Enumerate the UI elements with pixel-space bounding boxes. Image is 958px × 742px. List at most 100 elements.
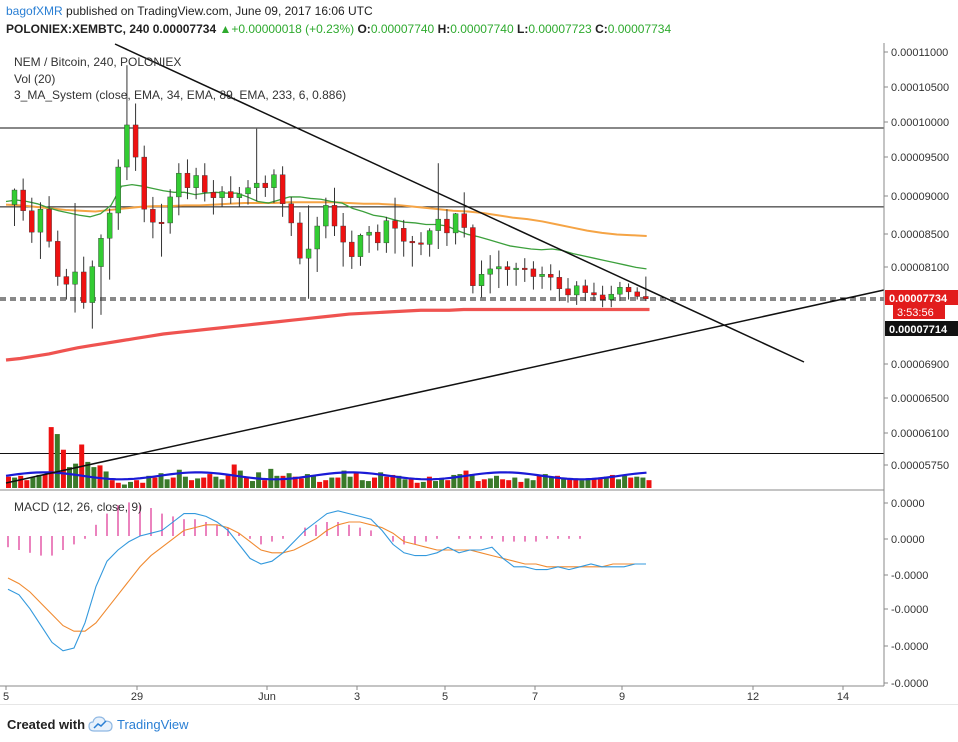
volume-bar [170, 477, 176, 488]
y-tick-label: 0.00010000 [891, 117, 949, 129]
volume-bar [359, 480, 365, 488]
candle-down [392, 220, 398, 229]
volume-bar [579, 480, 585, 488]
volume-bar [60, 449, 66, 488]
candle-down [132, 124, 139, 158]
volume-bar [48, 427, 54, 488]
candle-down [504, 266, 511, 270]
candle-up [608, 293, 614, 300]
candle-up [426, 230, 433, 245]
volume-bar [347, 476, 353, 488]
volume-bar [396, 475, 402, 488]
x-tick-label: 9 [619, 691, 625, 703]
macd-y-tick-label: -0.0000 [891, 678, 928, 690]
candle-up [115, 166, 121, 214]
y-tick-label: 0.00005750 [891, 460, 949, 472]
volume-bar [433, 481, 438, 488]
volume-bar [250, 481, 255, 488]
candle-down [444, 218, 450, 234]
candle-up [219, 191, 225, 198]
volume-bar [146, 475, 152, 488]
volume-bar [646, 480, 652, 488]
volume-bar [542, 474, 548, 488]
downtrend-line [114, 43, 805, 363]
y-tick-label: 0.00008100 [891, 262, 949, 274]
volume-bar [12, 477, 18, 488]
candle-down [400, 228, 407, 242]
volume-bar [298, 478, 304, 488]
candle-down [349, 241, 355, 257]
volume-bar [176, 469, 182, 488]
x-tick-label: 5 [442, 691, 448, 703]
tradingview-brand[interactable]: TradingView [117, 717, 189, 732]
volume-bar [158, 473, 164, 488]
candle-down [470, 227, 476, 286]
volume-bar [195, 478, 201, 488]
price-pane [0, 43, 885, 490]
macd-legend: MACD (12, 26, close, 9) [14, 500, 142, 514]
macd-pane [0, 492, 884, 686]
candle-up [366, 231, 372, 236]
volume-bar [152, 477, 158, 488]
axes: 0.00011000 0.00010500 0.00010000 0.00009500… [0, 43, 958, 703]
candle-up [176, 172, 182, 198]
volume-bar [225, 474, 231, 488]
close-value: 0.00007734 [607, 22, 672, 36]
candle-up [11, 189, 18, 205]
volume-bar [408, 478, 414, 488]
macd-y-tick-label: -0.0000 [891, 570, 928, 582]
volume-bar [481, 479, 487, 488]
volume-bar [536, 474, 542, 488]
candle-down [63, 276, 70, 285]
volume-bar [439, 479, 445, 488]
candle-down [634, 291, 640, 297]
candle-down [20, 189, 26, 211]
candle-down [150, 208, 156, 223]
candle-down [599, 294, 606, 300]
countdown-text: 3:53:56 [897, 307, 934, 319]
volume-bar [317, 481, 323, 488]
volume-bar [341, 470, 347, 488]
volume-ma-line [5, 471, 647, 481]
current-price-badge [885, 290, 958, 305]
candle-down [340, 225, 346, 243]
volume-bar [500, 479, 506, 488]
candle-up [513, 267, 519, 270]
footer: Created with TradingView [0, 704, 958, 742]
candle-up [89, 266, 96, 303]
high-label: H: [437, 22, 451, 36]
candle-up [253, 182, 260, 188]
x-tick-label: 12 [747, 691, 759, 703]
macd-y-tick-label: -0.0000 [891, 641, 928, 653]
candle-up [478, 274, 485, 286]
volume-bar [115, 482, 121, 488]
x-tick-label: 5 [3, 691, 9, 703]
open-label: O: [357, 22, 371, 36]
low-label: L: [516, 22, 529, 36]
volume-bar [457, 474, 463, 488]
price-change: ▲+0.00000018 (+0.23%) [219, 22, 355, 36]
low-value: 0.00007723 [528, 22, 592, 36]
volume-bar [121, 484, 127, 488]
candle-down [565, 288, 571, 296]
candle-up [236, 193, 243, 198]
author-link[interactable]: bagofXMR [6, 4, 63, 18]
volume-bar [420, 481, 426, 488]
volume-bar [18, 475, 24, 488]
macd-y-tick-label: -0.0000 [891, 604, 928, 616]
volume-bar [628, 477, 634, 488]
candle-down [591, 292, 597, 296]
chart-title: NEM / Bitcoin, 240, POLONIEX [14, 55, 181, 69]
candle-down [643, 296, 649, 299]
candle-down [210, 192, 217, 198]
volume-bar [384, 476, 390, 488]
candle-down [331, 205, 338, 227]
volume-bar [140, 482, 146, 488]
volume-bar [311, 474, 316, 488]
volume-bar [616, 479, 621, 488]
candle-up [98, 238, 104, 267]
chart-canvas[interactable]: 0.00011000 0.00010500 0.00010000 0.00009500… [0, 40, 958, 704]
symbol-label: POLONIEX:XEMBTC, 240 [6, 22, 150, 36]
y-tick-label: 0.00009500 [891, 152, 949, 164]
volume-bar [335, 477, 341, 488]
